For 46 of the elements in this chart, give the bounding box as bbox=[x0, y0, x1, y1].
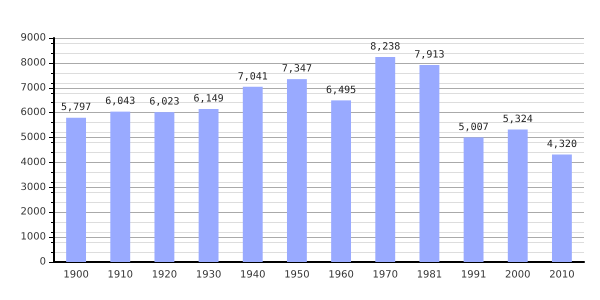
bar bbox=[331, 100, 352, 262]
x-tick-label: 1981 bbox=[416, 270, 442, 280]
bar bbox=[198, 108, 219, 262]
y-tick-label: 2000 bbox=[20, 206, 46, 218]
x-tick-label: 1950 bbox=[284, 270, 310, 280]
data-label: 8,238 bbox=[370, 41, 400, 52]
y-tick-label: 5000 bbox=[20, 132, 46, 144]
bar bbox=[508, 129, 528, 262]
y-tick-label: 4000 bbox=[20, 156, 46, 168]
y-tick-label: 0 bbox=[40, 256, 46, 268]
data-label: 6,149 bbox=[194, 93, 224, 104]
x-tick-label: 1910 bbox=[108, 270, 133, 280]
bar bbox=[552, 154, 572, 262]
bar bbox=[375, 56, 396, 262]
bar bbox=[110, 112, 130, 262]
bar bbox=[242, 86, 263, 262]
bar bbox=[286, 79, 307, 262]
data-label: 7,913 bbox=[414, 50, 444, 61]
data-label: 5,007 bbox=[458, 122, 489, 133]
data-label: 5,797 bbox=[61, 102, 92, 114]
x-tick-label: 2000 bbox=[505, 270, 530, 280]
x-tick-label: 1940 bbox=[240, 270, 266, 280]
data-label: 6,495 bbox=[326, 84, 356, 96]
data-label: 5,324 bbox=[502, 114, 533, 125]
x-tick-label: 1900 bbox=[63, 270, 89, 280]
y-tick-label: 6000 bbox=[20, 107, 46, 118]
y-tick-label: 3000 bbox=[20, 182, 46, 193]
bar bbox=[464, 137, 484, 262]
data-label: 6,043 bbox=[105, 96, 136, 108]
x-tick-label: 1991 bbox=[460, 270, 486, 280]
data-label: 4,320 bbox=[546, 138, 577, 150]
bar bbox=[419, 65, 440, 262]
data-label: 7,347 bbox=[282, 64, 312, 75]
y-tick-label: 1000 bbox=[20, 232, 46, 243]
data-label: 7,041 bbox=[238, 71, 268, 82]
y-tick-label: 9000 bbox=[20, 32, 46, 44]
bar bbox=[154, 112, 174, 262]
x-tick-label: 1930 bbox=[196, 270, 222, 280]
data-label: 6,023 bbox=[149, 96, 180, 108]
y-tick-label: 8000 bbox=[20, 57, 46, 68]
x-tick-label: 1970 bbox=[372, 270, 398, 280]
x-tick-label: 1920 bbox=[152, 270, 178, 280]
x-tick-label: 2010 bbox=[549, 270, 575, 280]
y-tick-label: 7000 bbox=[20, 82, 46, 94]
bar bbox=[66, 118, 86, 262]
x-tick-label: 1960 bbox=[328, 270, 354, 280]
